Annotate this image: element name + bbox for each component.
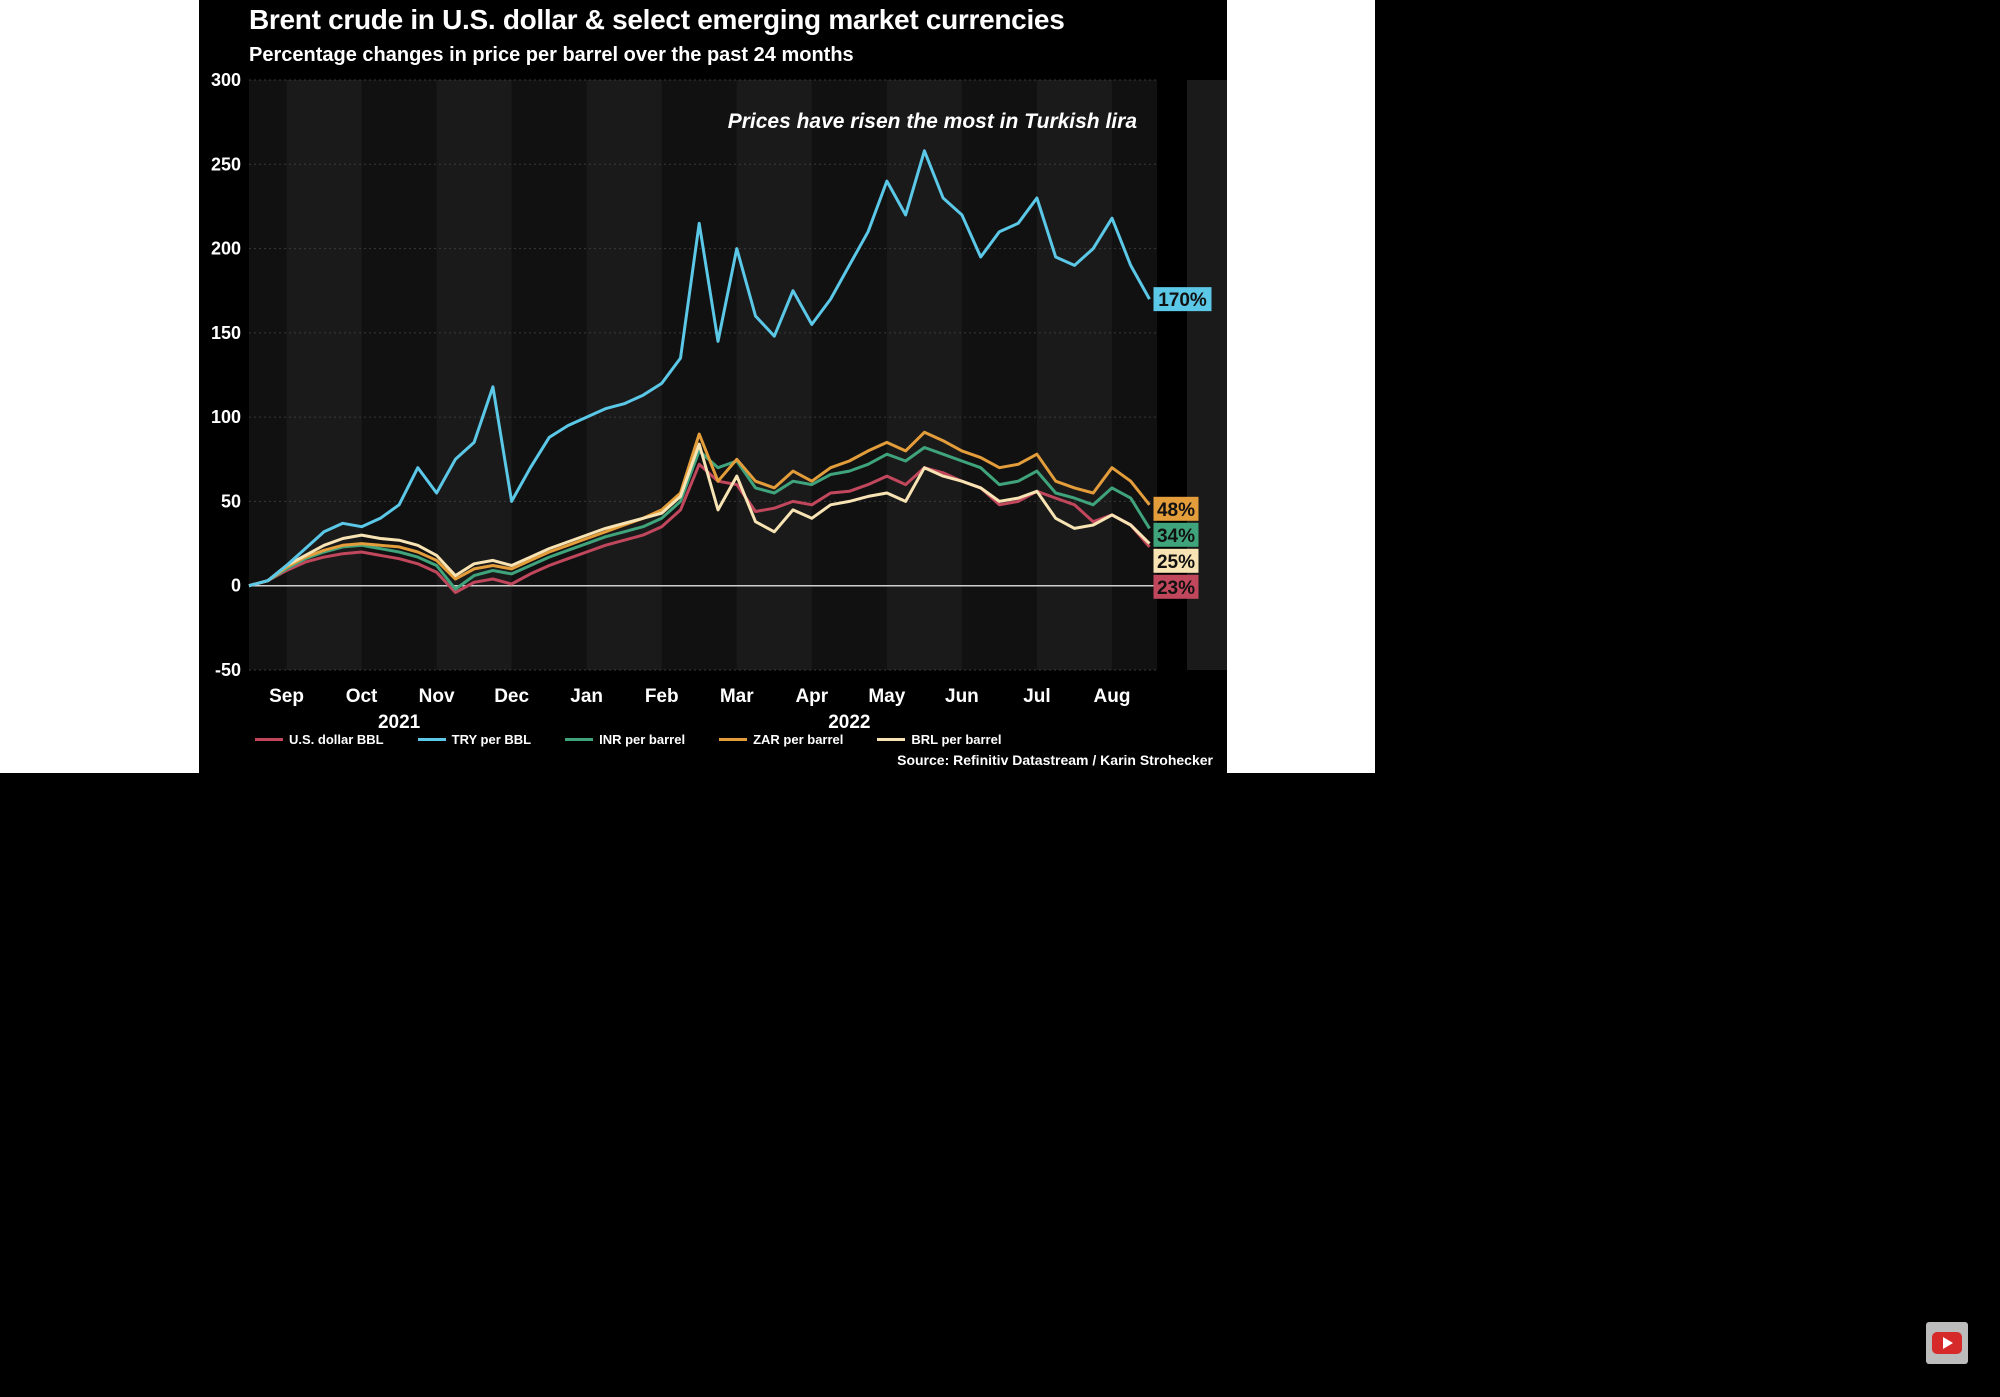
chart-subtitle: Percentage changes in price per barrel o… [249,44,854,66]
series-line-inr-per-barrel [248,446,1151,591]
line-chart: -50 0 50 100 150 200 250 300 Sep Oct Nov Dec Jan Feb… [211,70,1227,733]
legend-label: ZAR per barrel [753,732,844,747]
legend-item: ZAR per barrel [719,732,843,747]
month-band [736,80,812,670]
end-labels: 170% 48% 34% 25% 23% [1153,287,1212,599]
legend-swatch [417,738,446,741]
y-tick-label: 200 [211,239,241,259]
legend-item: BRL per barrel [877,732,1001,747]
y-tick-label: 250 [211,154,241,174]
play-icon [1932,1332,1962,1354]
series-lines [248,149,1151,594]
legend-swatch [719,738,748,741]
legend-swatch [565,738,594,741]
end-label-box [1153,287,1212,312]
series-line-u-s-dollar-bbl [248,462,1151,594]
x-tick-label: Sep [269,686,304,707]
legend-item: INR per barrel [565,732,685,747]
subscribe-button[interactable] [1926,1322,1968,1364]
end-label: 23% [1157,578,1195,599]
x-year-label: 2022 [828,712,870,733]
plot-area [249,80,1157,670]
x-axis: Sep Oct Nov Dec Jan Feb Mar Apr May Jun Jul Aug 2021… [269,686,1130,733]
legend-label: U.S. dollar BBL [289,732,384,747]
month-band [1036,80,1112,670]
x-year-label: 2021 [378,712,421,733]
x-tick-label: Mar [720,686,754,707]
legend-label: BRL per barrel [911,732,1002,747]
month-band [886,80,962,670]
end-label: 170% [1158,290,1207,311]
chart-card: Brent crude in U.S. dollar & select emer… [199,0,1227,773]
x-tick-label: Jul [1023,686,1050,707]
x-tick-label: Jan [570,686,603,707]
x-tick-label: Nov [419,686,455,707]
series-line-zar-per-barrel [248,430,1151,588]
source-note: Source: Refinitiv Datastream / Karin Str… [897,752,1213,768]
y-tick-label: 50 [221,491,241,511]
end-label-box [1153,548,1199,573]
x-tick-label: Apr [795,686,828,707]
legend-item: TRY per BBL [417,732,532,747]
y-tick-label: -50 [215,660,241,680]
end-label-box [1153,522,1199,547]
x-tick-label: May [868,686,905,707]
x-tick-label: Feb [645,686,679,707]
y-tick-label: 150 [211,323,241,343]
x-tick-label: Dec [494,686,529,707]
series-line-brl-per-barrel [248,442,1151,588]
x-tick-label: Jun [945,686,979,707]
y-tick-label: 100 [211,407,241,427]
month-band [286,80,362,670]
legend-label: INR per barrel [599,732,686,747]
series-line-try-per-bbl [248,149,1151,588]
y-tick-label: 0 [231,576,241,596]
chart-legend: U.S. dollar BBL TRY per BBL INR per barrel… [255,732,1001,747]
month-bands [249,80,1227,670]
end-label: 34% [1157,526,1195,547]
legend-swatch [255,738,283,741]
chart-annotation: Prices have risen the most in Turkish li… [728,110,1138,133]
x-tick-label: Aug [1094,686,1131,707]
y-axis: -50 0 50 100 150 200 250 300 [211,70,241,680]
end-label: 48% [1157,500,1195,521]
x-tick-label: Oct [346,686,378,707]
legend-swatch [877,738,906,741]
y-tick-label: 300 [211,70,241,90]
month-band [586,80,662,670]
end-label-box [1153,496,1199,521]
legend-label: TRY per BBL [451,732,532,747]
end-label-box [1153,574,1199,599]
end-label: 25% [1157,552,1195,573]
legend-item: U.S. dollar BBL [255,732,384,747]
chart-title: Brent crude in U.S. dollar & select emer… [249,4,1065,35]
